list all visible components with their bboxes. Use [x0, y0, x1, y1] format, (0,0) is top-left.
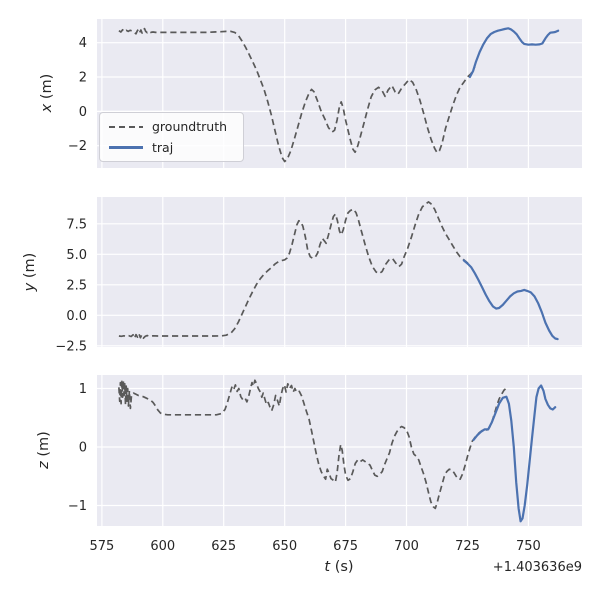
x-axis-label: t (s) [324, 559, 353, 575]
dashed-line-icon [109, 125, 143, 128]
legend-label-traj: traj [152, 140, 174, 155]
traj-line [468, 27, 560, 79]
traj-line [462, 259, 559, 341]
y-tick-label: 2.5 [66, 278, 87, 293]
y-tick-label: 2 [79, 71, 87, 86]
legend-row-traj: traj [109, 140, 227, 155]
legend-label-groundtruth: groundtruth [152, 119, 228, 134]
y-tick-label: 7.5 [66, 217, 87, 232]
subplot-z: 1 0 −1 575 600 625 650 675 700 725 750 [68, 375, 582, 554]
y-axis-label-y-var: y [22, 282, 38, 292]
y-tick-label: −2 [68, 139, 87, 154]
x-tick-label: 650 [272, 539, 297, 554]
x-axis-offset-text: +1.403636e9 [492, 560, 582, 575]
x-tick-label: 600 [150, 539, 175, 554]
legend-row-groundtruth: groundtruth [109, 119, 227, 134]
x-tick-label: 625 [211, 539, 236, 554]
y-tick-label: −1 [68, 499, 87, 514]
x-tick-label: 675 [333, 539, 358, 554]
y-axis-label-x: x (m) [39, 74, 55, 113]
y-tick-label: 0 [79, 105, 87, 120]
x-axis-label-var: t [324, 559, 331, 575]
groundtruth-line [118, 379, 507, 510]
y-tick-label: 4 [79, 36, 87, 51]
x-tick-label: 700 [394, 539, 419, 554]
axes-background [97, 197, 582, 347]
subplot-y: 7.5 5.0 2.5 0.0 −2.5 [55, 197, 582, 354]
y-axis-label-y: y (m) [22, 253, 38, 292]
x-axis-label-unit: (s) [330, 559, 354, 575]
y-tick-label: −2.5 [55, 339, 87, 354]
groundtruth-line [118, 201, 472, 340]
legend: groundtruth traj [99, 112, 245, 162]
traj-line [472, 384, 557, 523]
x-tick-label: 750 [516, 539, 541, 554]
x-tick-label: 725 [455, 539, 480, 554]
groundtruth-line [118, 27, 476, 163]
solid-line-icon [109, 146, 143, 149]
y-axis-label-z-var: z [36, 461, 52, 469]
y-tick-label: 0 [79, 441, 87, 456]
y-tick-label: 5.0 [66, 248, 87, 263]
y-axis-label-x-var: x [39, 103, 55, 113]
y-tick-label: 1 [79, 382, 87, 397]
y-axis-label-z-unit: (m) [36, 431, 52, 462]
y-axis-label-x-unit: (m) [39, 73, 55, 104]
x-tick-label: 575 [89, 539, 114, 554]
y-tick-label: 0.0 [66, 309, 87, 324]
y-axis-label-y-unit: (m) [22, 252, 38, 283]
y-axis-label-z: z (m) [36, 431, 52, 469]
